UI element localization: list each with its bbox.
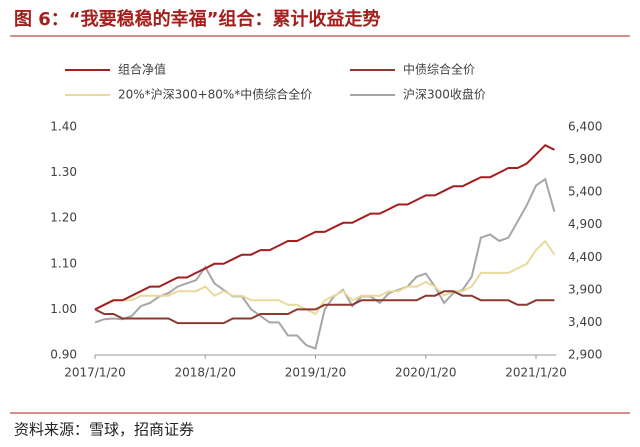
legend-label: 中债综合全价 (403, 62, 475, 77)
x-tick-label: 2020/1/20 (395, 366, 457, 380)
y-tick-label: 1.10 (50, 256, 77, 270)
y-tick-label: 0.90 (50, 348, 77, 362)
series-line (94, 239, 556, 316)
series-line (94, 290, 555, 325)
source: 资料来源：雪球，招商证券 (14, 421, 194, 439)
y2-tick-label: 5,400 (568, 185, 602, 199)
y2-tick-label: 3,400 (568, 315, 602, 329)
y-tick-label: 1.20 (50, 211, 77, 225)
x-tick-label: 2017/1/20 (64, 366, 126, 380)
series-line (94, 177, 556, 350)
x-tick-label: 2018/1/20 (174, 366, 236, 380)
legend-label: 组合净值 (118, 62, 166, 77)
y2-tick-label: 4,400 (568, 250, 602, 264)
y-tick-label: 1.40 (50, 120, 77, 134)
y2-tick-label: 2,900 (568, 348, 602, 362)
y-tick-label: 1.30 (50, 165, 77, 179)
y2-tick-label: 4,900 (568, 217, 602, 231)
x-tick-label: 2021/1/20 (505, 366, 567, 380)
legend-label: 20%*沪深300+80%*中债综合全价 (118, 87, 312, 102)
legend-label: 沪深300收盘价 (403, 87, 486, 102)
chart-title: 图 6：“我要稳稳的幸福”组合：累计收益走势 (14, 8, 380, 30)
y-tick-label: 1.00 (50, 302, 77, 316)
series-line (94, 143, 555, 311)
x-tick-label: 2019/1/20 (285, 366, 347, 380)
y2-tick-label: 3,900 (568, 282, 602, 296)
y2-tick-label: 6,400 (568, 120, 602, 134)
y2-tick-label: 5,900 (568, 152, 602, 166)
